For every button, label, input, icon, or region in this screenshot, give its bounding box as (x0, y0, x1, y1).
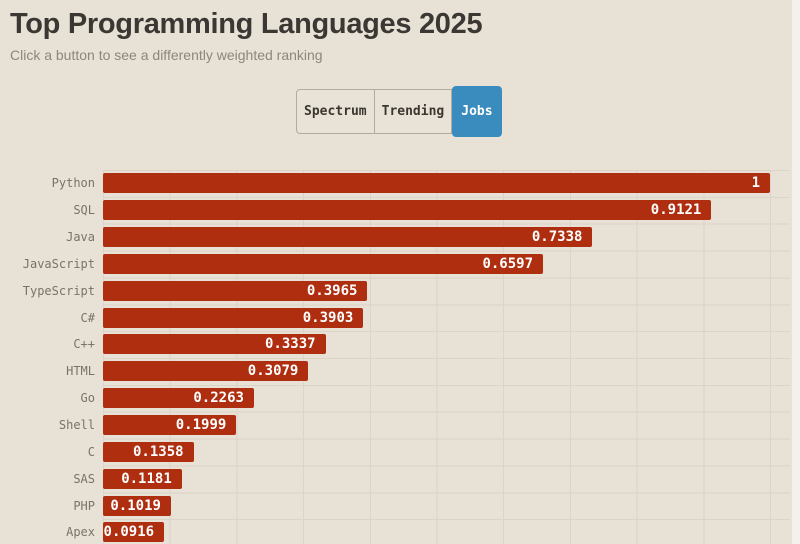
bar-value: 0.2263 (193, 390, 244, 407)
bar-label: PHP (73, 498, 95, 513)
bar-track: 0.1358 (103, 441, 800, 462)
bar-rows: Python 1 SQL 0.9121 Java 0.7338 JavaScript 0.65… (0, 170, 800, 544)
bar-label: C (87, 444, 95, 459)
bar-label: SQL (73, 203, 95, 218)
bar[interactable]: 0.1181 (103, 468, 182, 489)
bar-value: 0.1999 (175, 417, 227, 434)
bar-value: 0.3079 (247, 363, 299, 380)
bar-row: C# 0.3903 (0, 304, 800, 331)
bar-label: JavaScript (22, 256, 95, 271)
bar-track: 0.7338 (103, 227, 800, 248)
bar-track: 0.3337 (103, 334, 800, 355)
bar-track: 0.1019 (103, 495, 800, 516)
weighting-button-group: Spectrum Trending Jobs (296, 86, 502, 137)
page-subtitle: Click a button to see a differently weig… (10, 47, 323, 64)
bar-value: 1 (751, 175, 760, 192)
bar-label: Apex (66, 525, 95, 540)
bar-row: Python 1 (0, 170, 800, 197)
chart-header: Top Programming Languages 2025 Click a b… (10, 8, 483, 64)
bar-row: Shell 0.1999 (0, 412, 800, 439)
bar-track: 0.3903 (103, 307, 800, 328)
bar-track: 0.3965 (103, 280, 800, 301)
bar-track: 0.2263 (103, 388, 800, 409)
bar-value: 0.1019 (110, 497, 161, 514)
bar-row: SQL 0.9121 (0, 197, 800, 224)
bar-label: Java (66, 230, 95, 245)
bar-row: HTML 0.3079 (0, 358, 800, 385)
bar-row: Apex 0.0916 (0, 519, 800, 544)
bar-value: 0.1358 (133, 443, 184, 460)
bar-value: 0.3903 (302, 309, 354, 326)
bar-track: 0.9121 (103, 200, 800, 221)
bar[interactable]: 0.0916 (103, 522, 165, 543)
bar-track: 0.6597 (103, 253, 800, 274)
bar[interactable]: 0.9121 (103, 200, 712, 221)
bar[interactable]: 0.3079 (103, 361, 309, 382)
bar-track: 0.0916 (103, 522, 800, 543)
bar-value: 0.9121 (650, 202, 702, 219)
bar[interactable]: 0.7338 (103, 227, 593, 248)
bar[interactable]: 0.6597 (103, 253, 544, 274)
bar-value: 0.6597 (482, 255, 534, 272)
bar[interactable]: 1 (103, 173, 770, 194)
bar-track: 0.1999 (103, 415, 800, 436)
weighting-button-spectrum[interactable]: Spectrum (297, 90, 375, 133)
weighting-button-jobs[interactable]: Jobs (452, 86, 502, 137)
bar-label: TypeScript (22, 283, 95, 298)
bar-value: 0.0916 (103, 524, 155, 541)
bar-row: C++ 0.3337 (0, 331, 800, 358)
bar-label: C# (80, 310, 95, 325)
bar-value: 0.7338 (531, 229, 583, 246)
bar[interactable]: 0.1358 (103, 441, 194, 462)
bar-label: Python (51, 176, 95, 191)
bar[interactable]: 0.2263 (103, 388, 254, 409)
bar-track: 0.3079 (103, 361, 800, 382)
page-title: Top Programming Languages 2025 (10, 8, 483, 40)
bar-label: Shell (58, 418, 95, 433)
bar[interactable]: 0.3965 (103, 280, 368, 301)
bar-track: 0.1181 (103, 468, 800, 489)
bar-row: JavaScript 0.6597 (0, 251, 800, 278)
bar-value: 0.3337 (264, 336, 316, 353)
bar-row: TypeScript 0.3965 (0, 277, 800, 304)
bar-value: 0.3965 (306, 282, 358, 299)
weighting-button-trending[interactable]: Trending (375, 90, 453, 133)
bar-row: PHP 0.1019 (0, 492, 800, 519)
page-edge-strip (792, 0, 800, 544)
bar-value: 0.1181 (121, 470, 172, 487)
bar-label: Go (80, 391, 95, 406)
bar[interactable]: 0.1019 (103, 495, 171, 516)
bar-label: C++ (73, 337, 95, 352)
bar-row: Java 0.7338 (0, 224, 800, 251)
bar-label: SAS (73, 471, 95, 486)
bar-row: C 0.1358 (0, 438, 800, 465)
bar-chart: Python 1 SQL 0.9121 Java 0.7338 JavaScript 0.65… (0, 168, 800, 544)
bar[interactable]: 0.1999 (103, 415, 237, 436)
bar-row: SAS 0.1181 (0, 465, 800, 492)
bar[interactable]: 0.3337 (103, 334, 326, 355)
bar-track: 1 (103, 173, 800, 194)
bar-row: Go 0.2263 (0, 385, 800, 412)
bar-label: HTML (66, 364, 95, 379)
bar[interactable]: 0.3903 (103, 307, 364, 328)
